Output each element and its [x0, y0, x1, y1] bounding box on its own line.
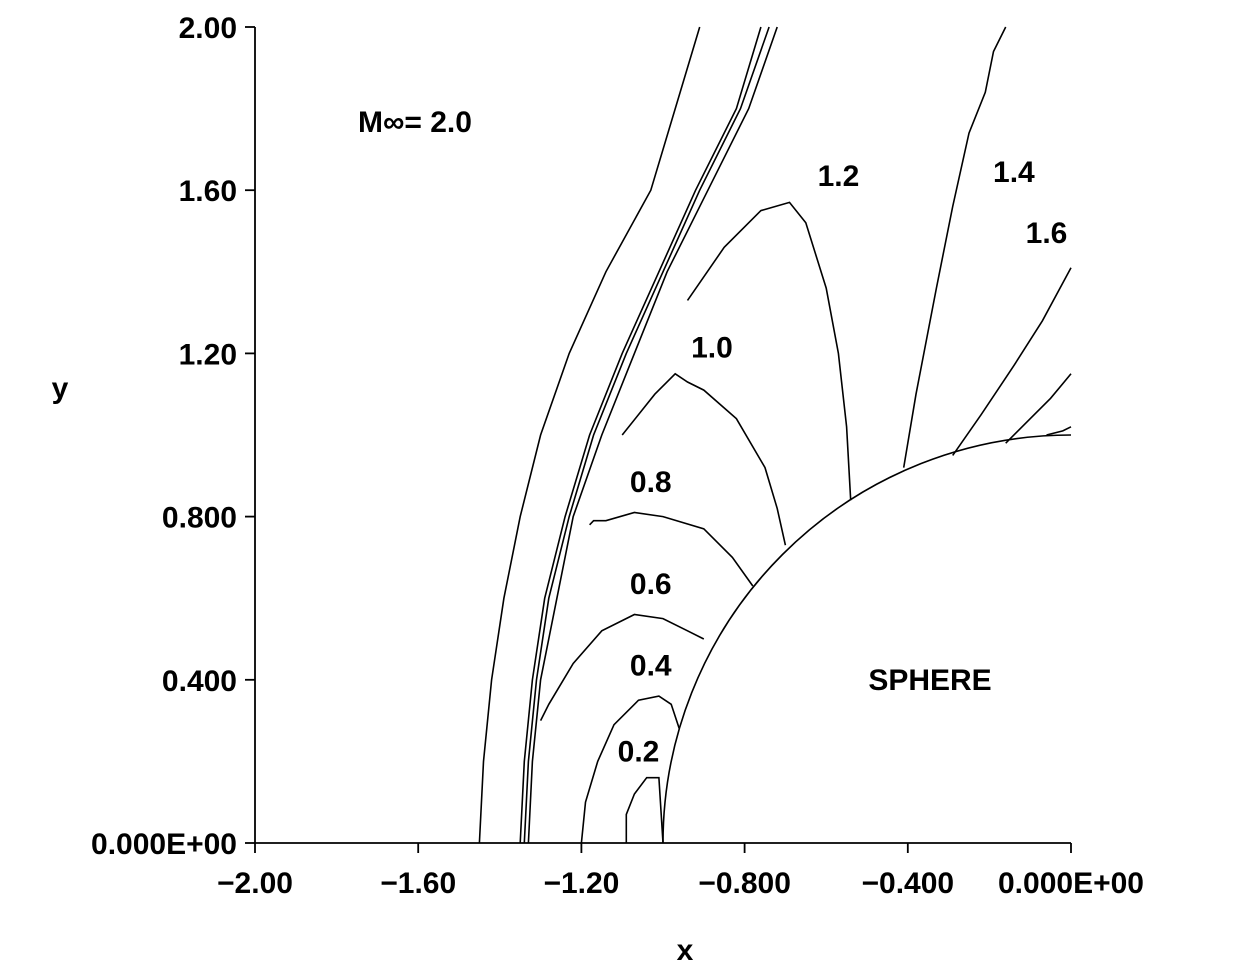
contour-label-1.2: 1.2 — [818, 160, 860, 193]
x-tick-label: 0.000E+00 — [998, 867, 1144, 900]
x-tick-label: −0.400 — [862, 867, 955, 900]
axes: −2.00 −1.60 −1.20 −0.800 −0.400 0.000E+00 0.00… — [91, 12, 1144, 900]
contour-label-0.6: 0.6 — [630, 568, 672, 601]
shock-line-1 — [519, 26, 762, 844]
contour-line-0.2 — [625, 776, 664, 844]
shock-line-2 — [523, 26, 770, 844]
shock-line-3 — [527, 26, 778, 844]
contour-label-0.8: 0.8 — [630, 466, 672, 499]
sphere-outline — [662, 434, 1072, 844]
x-tick-label: −0.800 — [698, 867, 791, 900]
x-tick-label: −1.20 — [543, 867, 619, 900]
y-axis-label: y — [52, 372, 69, 405]
contour-label-0.2: 0.2 — [618, 735, 660, 768]
contour-label-0.4: 0.4 — [630, 650, 672, 683]
shock-line-12 — [1005, 373, 1072, 444]
mach-annotation: M∞= 2.0 — [358, 106, 472, 139]
labels: 0.2 0.4 0.6 0.8 1.0 1.2 1.4 1.6 — [618, 156, 1068, 768]
y-tick-label: 1.60 — [179, 175, 237, 208]
contour-label-1.4: 1.4 — [993, 156, 1035, 189]
y-tick-label: 0.800 — [162, 502, 237, 535]
y-tick-label: 0.000E+00 — [91, 828, 237, 861]
contour-label-1.6: 1.6 — [1026, 217, 1068, 250]
contour-line-0.8 — [589, 511, 754, 587]
shock-line-13 — [1046, 426, 1072, 436]
shock-line-0 — [478, 26, 701, 844]
x-tick-label: −2.00 — [217, 867, 293, 900]
y-tick-label: 2.00 — [179, 12, 237, 45]
contour-line-1.2 — [686, 201, 852, 501]
y-tick-label: 1.20 — [179, 338, 237, 371]
contour-line-0.6 — [539, 613, 705, 721]
x-axis-label: x — [677, 934, 694, 966]
contour-line-0.4 — [580, 695, 681, 844]
contour-line-1.6 — [952, 267, 1072, 456]
x-tick-label: −1.60 — [380, 867, 456, 900]
contour-label-1.0: 1.0 — [691, 331, 733, 364]
plot-area — [478, 26, 1072, 844]
contour-line-1.0 — [621, 372, 787, 546]
contour-line-1.4 — [902, 26, 1007, 468]
sphere-label: SPHERE — [868, 664, 991, 697]
y-tick-label: 0.400 — [162, 665, 237, 698]
